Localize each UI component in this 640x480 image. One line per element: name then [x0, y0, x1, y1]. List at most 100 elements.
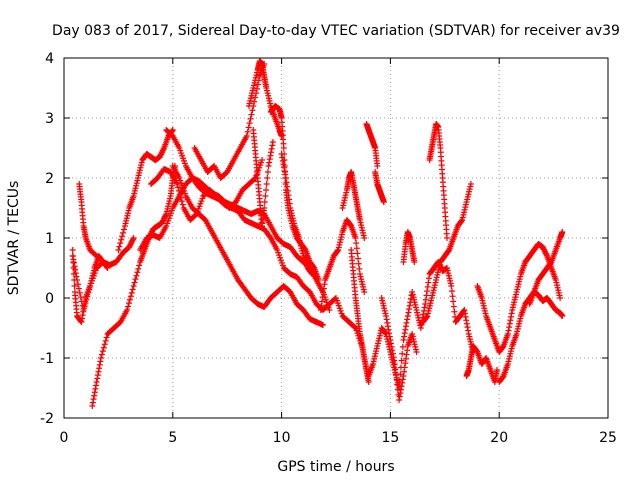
data-point [425, 275, 432, 282]
data-point [356, 265, 363, 272]
data-point [177, 194, 184, 201]
data-point [423, 292, 430, 299]
data-point [244, 128, 251, 135]
data-point [404, 313, 411, 319]
data-point [354, 250, 361, 257]
data-point [266, 159, 273, 166]
data-point [99, 348, 106, 355]
data-point [70, 265, 77, 271]
data-point [315, 277, 322, 283]
y-tick-label: 1 [45, 231, 54, 247]
data-point [90, 396, 97, 403]
data-point [129, 286, 136, 293]
data-point [506, 320, 513, 327]
data-point [353, 245, 360, 252]
data-point [559, 313, 566, 319]
data-point [390, 354, 397, 361]
data-point [101, 341, 108, 348]
data-point [392, 371, 399, 378]
data-point [449, 293, 456, 300]
data-point [246, 120, 253, 127]
data-point [389, 347, 396, 354]
data-point [397, 386, 404, 393]
data-point [285, 192, 292, 199]
data-point [95, 368, 102, 375]
data-point [403, 351, 410, 358]
data-point [278, 151, 285, 157]
data-point [91, 392, 98, 399]
data-point [282, 175, 289, 181]
data-point [266, 233, 273, 240]
data-point [308, 270, 315, 277]
data-point [462, 310, 469, 317]
data-point [268, 145, 275, 152]
data-point [98, 351, 105, 358]
data-point [396, 397, 403, 403]
data-point [119, 233, 126, 240]
data-point [80, 305, 87, 312]
data-point [402, 355, 409, 362]
data-point [261, 199, 268, 205]
data-point [264, 175, 271, 181]
data-point [508, 310, 515, 317]
data-point [131, 279, 138, 286]
data-point [263, 181, 270, 187]
data-point [178, 198, 185, 205]
data-point [383, 313, 390, 319]
data-point [175, 184, 182, 191]
data-point [391, 361, 398, 367]
data-point [160, 146, 167, 153]
data-point [254, 81, 261, 88]
y-tick-label: 3 [45, 111, 54, 127]
chart-title: Day 083 of 2017, Sidereal Day-to-day VTE… [52, 23, 620, 39]
data-point [176, 191, 183, 198]
data-point [463, 320, 470, 327]
data-point [133, 272, 140, 279]
data-point [254, 85, 261, 92]
data-point [559, 229, 566, 235]
data-point [125, 303, 132, 310]
data-point [465, 327, 472, 334]
data-point [94, 375, 101, 382]
data-point [96, 361, 103, 368]
data-point [103, 334, 110, 341]
data-point [403, 319, 410, 326]
data-point [352, 235, 359, 241]
data-point [450, 303, 457, 310]
data-point [97, 355, 104, 361]
data-point [399, 379, 406, 386]
data-point [261, 205, 268, 211]
data-point [396, 393, 403, 400]
data-point [400, 337, 407, 343]
data-point [462, 313, 469, 320]
data-point [118, 236, 125, 243]
data-point [361, 289, 368, 295]
data-point [71, 283, 78, 289]
data-point [394, 381, 401, 388]
data-point [243, 133, 250, 139]
data-point [179, 201, 186, 208]
data-point [401, 333, 408, 340]
data-point [405, 309, 412, 316]
data-point [443, 235, 450, 241]
data-point [402, 360, 409, 367]
data-point [279, 157, 286, 164]
y-tick-label: -1 [40, 351, 54, 367]
data-point [278, 133, 285, 139]
data-point [79, 312, 86, 319]
data-point [355, 255, 362, 262]
data-point [130, 235, 137, 241]
data-point [174, 181, 181, 187]
data-point [120, 226, 127, 233]
data-point [318, 302, 325, 309]
x-tick-label: 15 [381, 430, 399, 446]
data-point [97, 358, 104, 365]
data-point [245, 124, 252, 131]
data-point [355, 260, 362, 267]
y-tick-label: -2 [40, 411, 54, 427]
data-point [401, 364, 408, 371]
data-point [266, 156, 273, 163]
data-point [92, 385, 99, 392]
x-axis-label: GPS time / hours [277, 459, 394, 475]
